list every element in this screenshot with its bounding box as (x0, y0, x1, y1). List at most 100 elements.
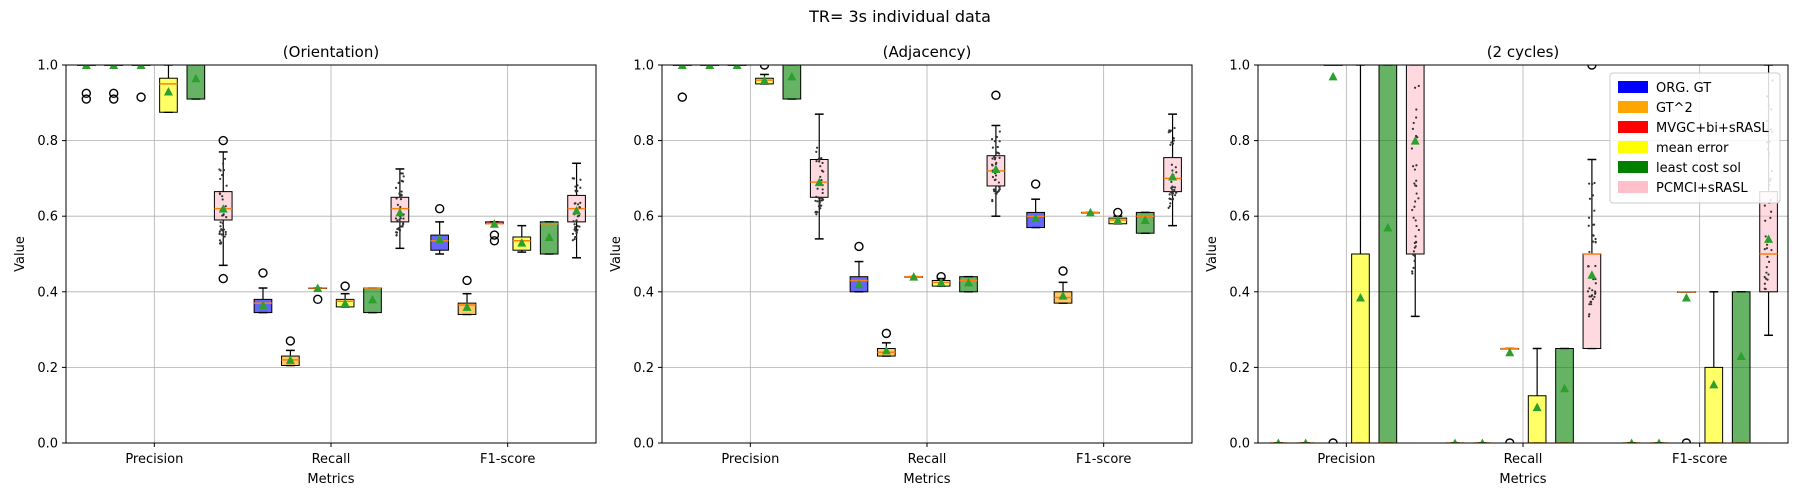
box-mean-error-f1-score (512, 224, 532, 253)
individual-point (1411, 127, 1415, 131)
flier-marker (881, 328, 892, 339)
mean-marker (572, 206, 582, 215)
individual-point (400, 179, 403, 182)
mean-marker (909, 272, 919, 281)
mean-marker (163, 86, 173, 96)
mean-marker (313, 283, 323, 293)
legend-label: mean error (1656, 141, 1729, 156)
individual-point (575, 235, 578, 239)
box-mean-error-recall (335, 281, 355, 308)
box-body (1731, 291, 1751, 443)
individual-point (1167, 206, 1170, 210)
individual-point (1170, 180, 1173, 183)
box-org-gt-precision (1268, 438, 1288, 443)
flier-marker (81, 94, 92, 104)
individual-point (821, 196, 824, 200)
legend-label: GT^2 (1656, 101, 1693, 116)
y-tick-label: 0.8 (1229, 134, 1250, 149)
individual-point (820, 169, 824, 172)
individual-point (1169, 202, 1172, 205)
mean-marker (109, 65, 119, 69)
individual-point (400, 190, 403, 193)
panel-title: (Orientation) (283, 43, 379, 61)
y-tick-label: 0.6 (37, 210, 58, 225)
individual-point (1765, 243, 1769, 246)
individual-point (577, 214, 581, 217)
individual-point (1171, 188, 1174, 191)
individual-point (1168, 129, 1171, 132)
individual-point (1591, 289, 1594, 292)
individual-point (991, 175, 995, 179)
individual-point (574, 189, 577, 192)
individual-point (1589, 300, 1592, 303)
plot-area (1268, 65, 1778, 443)
individual-point (1175, 171, 1178, 174)
individual-point (222, 168, 226, 172)
individual-point (576, 203, 580, 206)
individual-point (1593, 181, 1596, 185)
individual-point (1591, 234, 1595, 237)
legend-label: least cost sol (1656, 161, 1741, 176)
individual-point (574, 185, 577, 188)
individual-point (579, 201, 582, 204)
individual-point (996, 145, 999, 149)
box-org-gt-f1-score (1622, 438, 1641, 443)
individual-point (1414, 134, 1418, 138)
box-mean-error-recall (1527, 347, 1547, 443)
individual-point (1169, 143, 1172, 146)
individual-point (1764, 235, 1767, 238)
y-tick-label: 1.0 (37, 59, 58, 74)
mean-marker (1709, 379, 1719, 389)
box-mean-error-f1-score (1108, 207, 1128, 225)
mean-marker (1532, 402, 1542, 412)
box-pcmci-srasl-f1-score (567, 162, 586, 259)
individual-point (1174, 166, 1177, 169)
mean-marker (1140, 215, 1150, 224)
mean-marker (1764, 234, 1774, 243)
individual-point (1765, 265, 1768, 269)
individual-point (819, 175, 822, 178)
individual-point (221, 198, 224, 201)
box-org-gt-f1-score (1026, 179, 1045, 229)
individual-point (571, 177, 574, 180)
box-gt-2-recall (1473, 438, 1492, 443)
box-pcmci-srasl-recall (390, 168, 410, 250)
individual-point (396, 203, 400, 206)
mean-marker (1031, 213, 1041, 223)
x-tick-label: Recall (312, 452, 351, 467)
flier-marker (81, 88, 92, 99)
mean-marker (258, 300, 268, 310)
individual-point (1594, 240, 1597, 243)
box-least-cost-sol-f1-score (1135, 211, 1155, 234)
mean-marker (1303, 438, 1309, 443)
individual-point (574, 226, 577, 229)
individual-point (1770, 248, 1773, 252)
individual-point (1414, 235, 1417, 238)
individual-point (401, 225, 404, 228)
mean-marker (964, 277, 974, 287)
box-pcmci-srasl-precision (213, 135, 233, 284)
box-gt-2-recall (877, 328, 896, 357)
legend-swatch (1618, 161, 1648, 173)
individual-point (998, 140, 1001, 143)
box-mean-error-precision (755, 65, 774, 85)
individual-point (1588, 182, 1591, 185)
flier-marker (285, 336, 296, 346)
individual-point (575, 231, 578, 234)
individual-point (576, 184, 579, 187)
box-least-cost-sol-precision (1378, 65, 1398, 443)
individual-point (1594, 292, 1597, 295)
flier-marker (1681, 438, 1692, 443)
individual-point (1172, 139, 1175, 142)
individual-point (221, 173, 224, 177)
individual-point (1414, 240, 1418, 243)
box-body (782, 65, 802, 100)
individual-point (222, 228, 226, 231)
individual-point (398, 220, 402, 223)
mean-marker (462, 302, 472, 311)
mean-marker (191, 73, 201, 83)
individual-point (1415, 224, 1418, 228)
individual-point (817, 158, 820, 161)
individual-point (1415, 179, 1418, 182)
